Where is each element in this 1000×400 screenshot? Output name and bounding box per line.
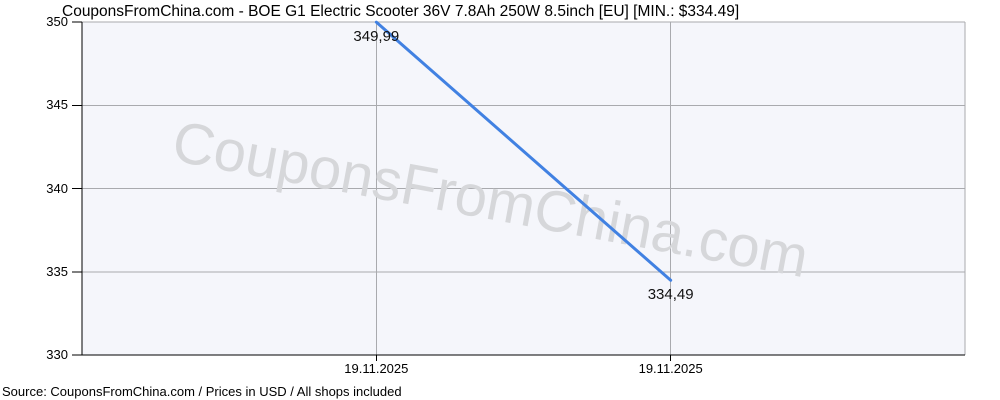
y-axis-label: 330 (46, 347, 68, 362)
x-axis-label: 19.11.2025 (638, 361, 703, 376)
y-axis-label: 335 (46, 263, 68, 279)
x-axis-label: 19.11.2025 (344, 361, 409, 376)
y-axis-label: 350 (46, 14, 68, 29)
chart-title: CouponsFromChina.com - BOE G1 Electric S… (62, 3, 740, 20)
point-value-label: 334,49 (647, 286, 694, 304)
y-axis-label: 340 (46, 180, 68, 196)
source-note: Source: CouponsFromChina.com / Prices in… (2, 384, 402, 399)
point-value-label: 349,99 (353, 28, 400, 46)
y-axis-label: 345 (46, 97, 68, 113)
price-line (374, 20, 673, 282)
